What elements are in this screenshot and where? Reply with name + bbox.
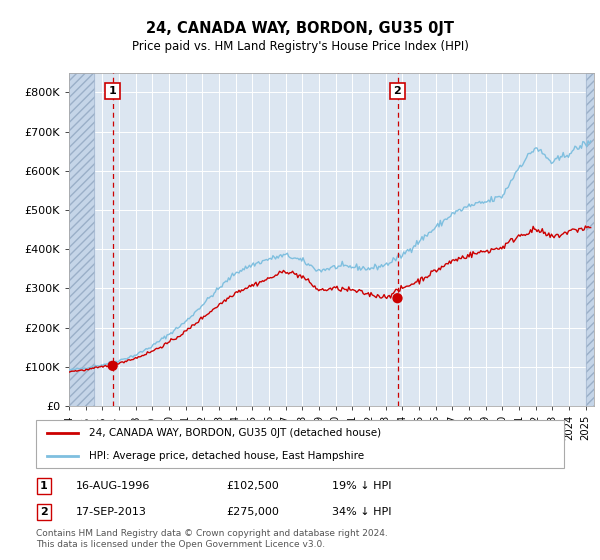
Text: 24, CANADA WAY, BORDON, GU35 0JT: 24, CANADA WAY, BORDON, GU35 0JT [146, 21, 454, 36]
FancyBboxPatch shape [36, 420, 564, 468]
Text: 17-SEP-2013: 17-SEP-2013 [76, 507, 146, 517]
Point [108, 361, 118, 370]
Text: 19% ↓ HPI: 19% ↓ HPI [332, 481, 391, 491]
Text: Price paid vs. HM Land Registry's House Price Index (HPI): Price paid vs. HM Land Registry's House … [131, 40, 469, 53]
Text: 24, CANADA WAY, BORDON, GU35 0JT (detached house): 24, CANADA WAY, BORDON, GU35 0JT (detach… [89, 428, 381, 438]
Text: 2: 2 [40, 507, 48, 517]
Text: 1: 1 [40, 481, 48, 491]
Bar [586, 73, 594, 406]
Text: 16-AUG-1996: 16-AUG-1996 [76, 481, 150, 491]
Text: 34% ↓ HPI: 34% ↓ HPI [332, 507, 391, 517]
Text: Contains HM Land Registry data © Crown copyright and database right 2024.
This d: Contains HM Land Registry data © Crown c… [36, 529, 388, 549]
Text: 2: 2 [394, 86, 401, 96]
Text: £275,000: £275,000 [226, 507, 279, 517]
Text: HPI: Average price, detached house, East Hampshire: HPI: Average price, detached house, East… [89, 451, 364, 461]
Bar [69, 73, 94, 406]
Text: £102,500: £102,500 [226, 481, 279, 491]
Bar [69, 73, 94, 406]
Text: 1: 1 [109, 86, 116, 96]
Point [393, 294, 403, 303]
Bar [586, 73, 594, 406]
